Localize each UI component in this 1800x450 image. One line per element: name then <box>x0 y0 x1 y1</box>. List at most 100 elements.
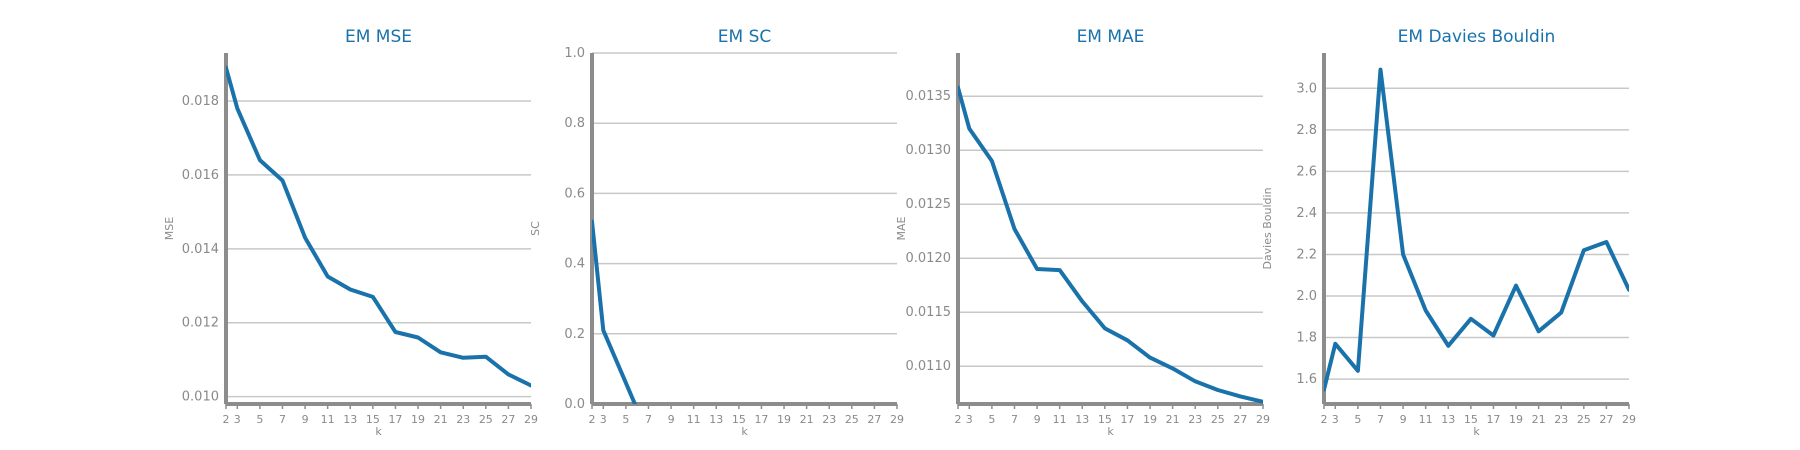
y-tick-label: 0.6 <box>564 186 585 201</box>
y-tick-label: 0.0110 <box>906 359 952 374</box>
x-tick-label: 7 <box>1011 413 1018 426</box>
x-tick-label: 15 <box>1464 413 1478 426</box>
y-tick-label: 1.0 <box>564 46 585 61</box>
x-tick-label: 25 <box>1211 413 1225 426</box>
x-tick-label: 29 <box>890 413 904 426</box>
x-tick-label: 17 <box>754 413 768 426</box>
x-tick-label: 7 <box>279 413 286 426</box>
x-tick-label: 17 <box>1120 413 1134 426</box>
series-line <box>1324 67 1629 392</box>
x-tick-label: 29 <box>524 413 538 426</box>
x-tick-label: 13 <box>343 413 357 426</box>
x-tick-label: 11 <box>1053 413 1067 426</box>
x-tick-label: 23 <box>822 413 836 426</box>
y-axis-label: Davies Bouldin <box>1261 187 1274 269</box>
chart-panel-4: 1.6 1.8 2.0 2.2 2.4 2.6 2.8 3.0 2 3 5 7 9 11 13 15 17 19 2… <box>1261 27 1636 438</box>
x-tick-label: 21 <box>1166 413 1180 426</box>
y-tick-label: 3.0 <box>1296 81 1317 96</box>
y-tick-label: 0.4 <box>564 257 585 272</box>
x-tick-label: 13 <box>1075 413 1089 426</box>
x-tick-label: 29 <box>1256 413 1270 426</box>
y-tick-label: 0.014 <box>182 242 219 257</box>
x-tick-label: 2 <box>589 413 596 426</box>
x-tick-label: 27 <box>867 413 881 426</box>
x-tick-label: 3 <box>600 413 607 426</box>
y-tick-label: 0.0135 <box>906 89 952 104</box>
y-tick-label: 0.0120 <box>906 251 952 266</box>
y-tick-label: 1.6 <box>1296 372 1317 387</box>
x-tick-label: 5 <box>256 413 263 426</box>
x-tick-label: 23 <box>1554 413 1568 426</box>
y-tick-label: 0.2 <box>564 327 585 342</box>
chart-title: EM SC <box>718 27 771 47</box>
y-tick-label: 0.0130 <box>906 143 952 158</box>
y-tick-label: 0.0115 <box>906 305 952 320</box>
x-axis-label: k <box>1107 425 1114 438</box>
y-tick-label: 0.018 <box>182 94 219 109</box>
y-axis-label: MSE <box>163 217 176 240</box>
series-line <box>226 65 531 388</box>
y-tick-label: 2.4 <box>1296 206 1317 221</box>
y-axis-label: SC <box>529 221 542 236</box>
y-axis-label: MAE <box>895 216 908 240</box>
chart-panel-3: 0.0110 0.0115 0.0120 0.0125 0.0130 0.0135 2 3 5 7… <box>895 27 1270 438</box>
x-tick-label: 5 <box>622 413 629 426</box>
x-tick-label: 19 <box>777 413 791 426</box>
x-tick-label: 19 <box>1509 413 1523 426</box>
x-tick-label: 25 <box>479 413 493 426</box>
x-tick-label: 2 <box>1321 413 1328 426</box>
x-tick-label: 25 <box>845 413 859 426</box>
y-tick-label: 1.8 <box>1296 331 1317 346</box>
x-axis-label: k <box>741 425 748 438</box>
x-tick-label: 9 <box>1034 413 1041 426</box>
x-axis-label: k <box>1473 425 1480 438</box>
x-tick-label: 9 <box>1400 413 1407 426</box>
y-tick-label: 2.8 <box>1296 123 1317 138</box>
chart-title: EM MSE <box>345 27 412 47</box>
series-line <box>592 219 637 404</box>
x-tick-label: 11 <box>687 413 701 426</box>
y-tick-label: 2.0 <box>1296 289 1317 304</box>
x-tick-label: 23 <box>456 413 470 426</box>
x-tick-label: 21 <box>434 413 448 426</box>
x-tick-label: 2 <box>223 413 230 426</box>
x-tick-label: 13 <box>709 413 723 426</box>
x-tick-label: 19 <box>1143 413 1157 426</box>
x-tick-label: 21 <box>1532 413 1546 426</box>
y-tick-label: 0.0 <box>564 397 585 412</box>
series-line <box>958 85 1263 404</box>
x-tick-label: 3 <box>966 413 973 426</box>
y-tick-label: 0.012 <box>182 316 219 331</box>
x-tick-label: 9 <box>302 413 309 426</box>
x-tick-label: 13 <box>1441 413 1455 426</box>
x-tick-label: 29 <box>1622 413 1636 426</box>
x-tick-label: 3 <box>234 413 241 426</box>
x-tick-label: 9 <box>668 413 675 426</box>
x-tick-label: 11 <box>1419 413 1433 426</box>
x-tick-label: 27 <box>1599 413 1613 426</box>
x-tick-label: 15 <box>366 413 380 426</box>
x-tick-label: 25 <box>1577 413 1591 426</box>
x-tick-label: 5 <box>988 413 995 426</box>
x-tick-label: 2 <box>955 413 962 426</box>
x-tick-label: 7 <box>1377 413 1384 426</box>
x-tick-label: 11 <box>321 413 335 426</box>
x-axis-label: k <box>375 425 382 438</box>
chart-title: EM MAE <box>1077 27 1145 47</box>
x-tick-label: 17 <box>1486 413 1500 426</box>
x-tick-label: 23 <box>1188 413 1202 426</box>
x-tick-label: 7 <box>645 413 652 426</box>
y-tick-label: 0.8 <box>564 116 585 131</box>
x-tick-label: 27 <box>1233 413 1247 426</box>
x-tick-label: 15 <box>1098 413 1112 426</box>
y-tick-label: 0.016 <box>182 168 219 183</box>
x-tick-label: 5 <box>1354 413 1361 426</box>
y-tick-label: 2.6 <box>1296 164 1317 179</box>
y-tick-label: 0.0125 <box>906 197 952 212</box>
x-tick-label: 15 <box>732 413 746 426</box>
chart-title: EM Davies Bouldin <box>1398 27 1556 47</box>
x-tick-label: 27 <box>501 413 515 426</box>
chart-panel-1: 0.010 0.012 0.014 0.016 0.018 2 3 5 7 9 11 13 15 17 19… <box>163 27 538 438</box>
y-tick-label: 2.2 <box>1296 247 1317 262</box>
